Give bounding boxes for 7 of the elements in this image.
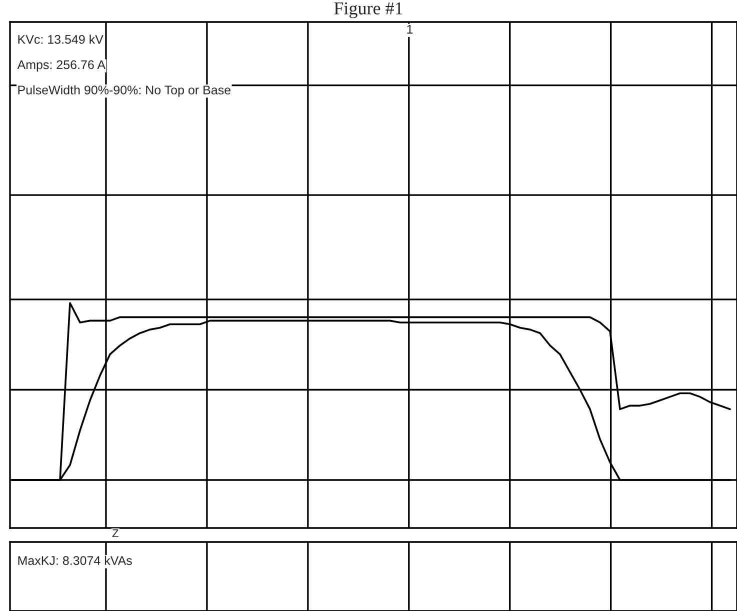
text: PulseWidth 90%-90%: No Top or Base [18,85,230,97]
text: 1 [407,24,413,34]
text: Z [112,529,118,538]
text: MaxKJ: 8.3074 kVAs [18,556,132,565]
chart-title: Figure #1 [334,2,402,18]
text: KVc: 13.549 kV [18,34,104,44]
text: Amps: 256.76 A [17,60,106,72]
